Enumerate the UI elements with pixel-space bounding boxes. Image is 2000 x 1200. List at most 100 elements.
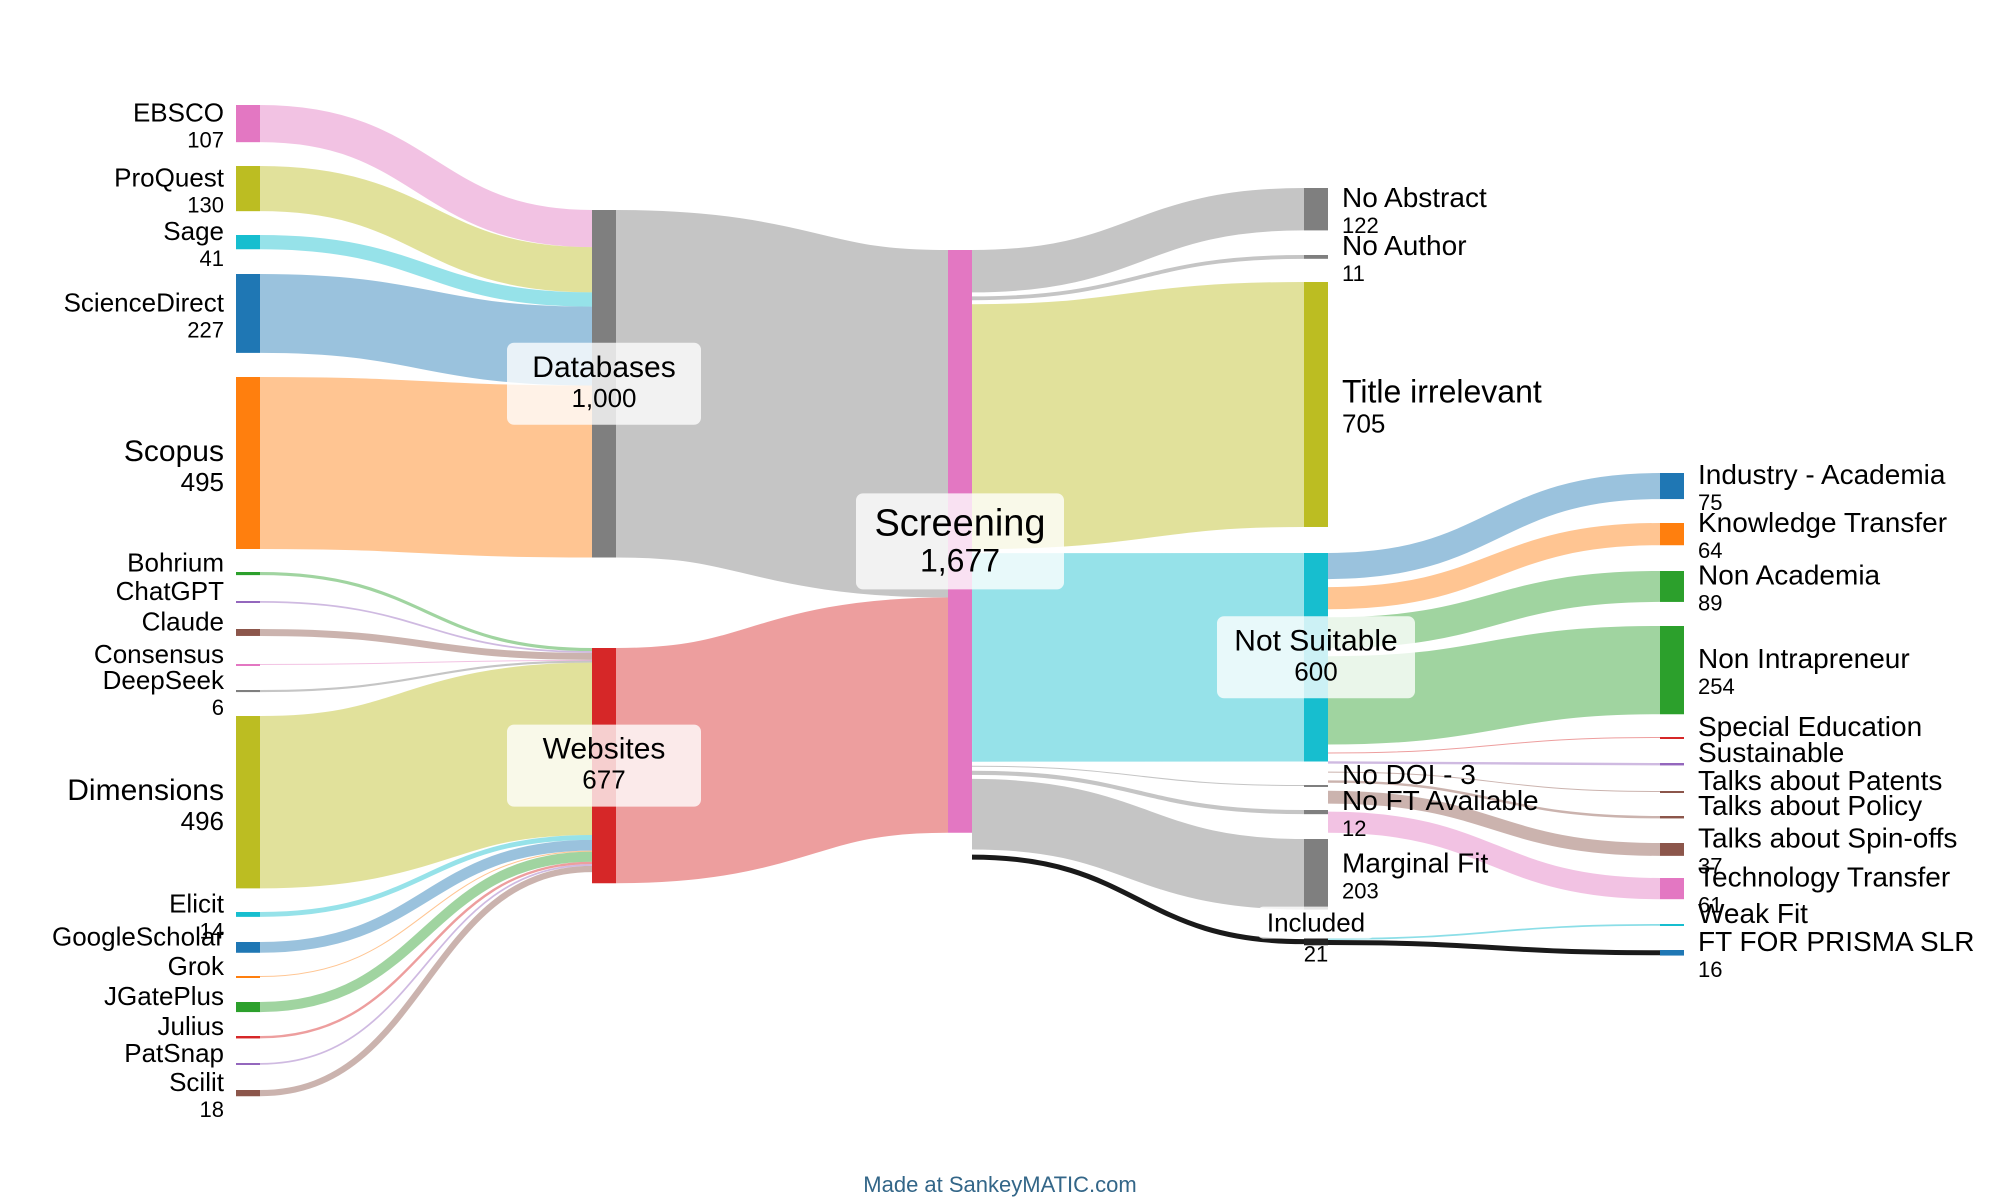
label-sustainable: Sustainable	[1698, 737, 1844, 768]
node-jgateplus[interactable]	[236, 1002, 260, 1013]
value-deepseek: 6	[212, 695, 224, 720]
node-noauthor[interactable]	[1304, 255, 1328, 259]
value-titleirr: 705	[1342, 408, 1385, 438]
label-websites: Websites	[543, 733, 666, 766]
node-noabstract[interactable]	[1304, 188, 1328, 231]
link-jgateplus-to-websites	[259, 851, 593, 1013]
link-notsuitable-to-techtransfer	[1327, 811, 1661, 900]
value-ftprisma: 16	[1698, 957, 1722, 982]
value-noabstract: 122	[1342, 213, 1379, 238]
node-grok[interactable]	[236, 976, 260, 978]
label-spinoffs: Talks about Spin-offs	[1698, 822, 1957, 853]
node-nonacad[interactable]	[1660, 571, 1684, 602]
node-sage[interactable]	[236, 235, 260, 250]
node-chatgpt[interactable]	[236, 601, 260, 603]
label-knowledge: Knowledge Transfer	[1698, 507, 1947, 538]
label-elicit: Elicit	[169, 888, 225, 918]
label-sciencedirect: ScienceDirect	[64, 287, 225, 317]
node-scilit[interactable]	[236, 1090, 260, 1097]
label-noabstract: No Abstract	[1342, 182, 1487, 213]
label-julius: Julius	[158, 1011, 224, 1041]
node-policy[interactable]	[1660, 816, 1684, 819]
label-databases: Databases	[532, 351, 675, 384]
label-scopus: Scopus	[124, 435, 224, 468]
label-proquest: ProQuest	[114, 163, 225, 193]
link-included-to-ftprisma	[1327, 940, 1661, 956]
link-patsnap-to-websites	[259, 864, 593, 1065]
link-chatgpt-to-websites	[259, 601, 593, 653]
node-included[interactable]	[1304, 938, 1328, 946]
node-claude[interactable]	[236, 629, 260, 636]
label-noft: No FT Available	[1342, 785, 1539, 816]
label-nonintra: Non Intrapreneur	[1698, 643, 1910, 674]
node-bohrium[interactable]	[236, 572, 260, 576]
link-included-to-weakfit	[1327, 924, 1661, 940]
label-chatgpt: ChatGPT	[116, 576, 224, 606]
link-notsuitable-to-spinoffs	[1327, 790, 1661, 856]
node-titleirr[interactable]	[1304, 282, 1328, 527]
node-deepseek[interactable]	[236, 690, 260, 693]
link-grok-to-websites	[259, 850, 593, 978]
node-sustainable[interactable]	[1660, 763, 1684, 766]
link-elicit-to-websites	[259, 834, 593, 917]
label-techtransfer: Technology Transfer	[1698, 862, 1950, 893]
value-scilit: 18	[200, 1097, 224, 1122]
link-screening-to-nodoi	[971, 765, 1305, 787]
node-consensus[interactable]	[236, 664, 260, 666]
label-jgateplus: JGatePlus	[104, 981, 224, 1011]
link-scopus-to-databases	[259, 377, 593, 558]
label-ftprisma: FT FOR PRISMA SLR	[1698, 926, 1974, 957]
value-techtransfer: 61	[1698, 893, 1722, 918]
value-nonintra: 254	[1698, 674, 1735, 699]
value-sciencedirect: 227	[187, 317, 224, 342]
link-notsuitable-to-patents	[1327, 771, 1661, 792]
node-dimensions[interactable]	[236, 716, 260, 889]
link-notsuitable-to-knowledge	[1327, 523, 1661, 610]
sankeymatic-link[interactable]: Made at SankeyMATIC.com	[863, 1172, 1137, 1197]
link-screening-to-noabstract	[971, 187, 1305, 293]
value-notsuitable: 600	[1294, 656, 1337, 686]
node-nonintra[interactable]	[1660, 626, 1684, 715]
node-spinoffs[interactable]	[1660, 843, 1684, 856]
node-proquest[interactable]	[236, 166, 260, 212]
label-titleirr: Title irrelevant	[1342, 373, 1542, 409]
node-googlescholar[interactable]	[236, 942, 260, 953]
value-proquest: 130	[187, 193, 224, 218]
node-ebsco[interactable]	[236, 105, 260, 143]
label-patsnap: PatSnap	[124, 1038, 224, 1068]
link-screening-to-included	[971, 854, 1305, 945]
label-box-notsuitable	[1217, 616, 1415, 699]
value-dimensions: 496	[181, 806, 224, 836]
link-claude-to-websites	[259, 629, 593, 660]
label-consensus: Consensus	[94, 639, 224, 669]
label-nonacad: Non Academia	[1698, 559, 1881, 590]
value-elicit: 14	[200, 918, 224, 943]
node-elicit[interactable]	[236, 912, 260, 917]
link-proquest-to-databases	[259, 165, 593, 293]
node-techtransfer[interactable]	[1660, 878, 1684, 900]
node-patents[interactable]	[1660, 791, 1684, 793]
value-scopus: 495	[181, 467, 224, 497]
node-marginal[interactable]	[1304, 839, 1328, 910]
node-ftprisma[interactable]	[1660, 950, 1684, 956]
node-scopus[interactable]	[236, 377, 260, 550]
link-googlescholar-to-websites	[259, 839, 593, 953]
node-industry[interactable]	[1660, 473, 1684, 500]
link-notsuitable-to-special	[1327, 737, 1661, 754]
node-julius[interactable]	[236, 1036, 260, 1039]
label-box-websites	[507, 724, 701, 807]
node-patsnap[interactable]	[236, 1063, 260, 1065]
link-notsuitable-to-industry	[1327, 472, 1661, 580]
node-knowledge[interactable]	[1660, 523, 1684, 546]
link-screening-to-titleirr	[971, 282, 1305, 550]
label-included: Included	[1267, 908, 1365, 938]
label-marginal: Marginal Fit	[1342, 847, 1488, 878]
node-special[interactable]	[1660, 737, 1684, 739]
node-weakfit[interactable]	[1660, 924, 1684, 926]
label-nodoi: No DOI - 3	[1342, 759, 1476, 790]
node-sciencedirect[interactable]	[236, 274, 260, 353]
label-box-included	[1258, 906, 1374, 939]
node-noft[interactable]	[1304, 810, 1328, 815]
node-nodoi[interactable]	[1304, 785, 1328, 787]
